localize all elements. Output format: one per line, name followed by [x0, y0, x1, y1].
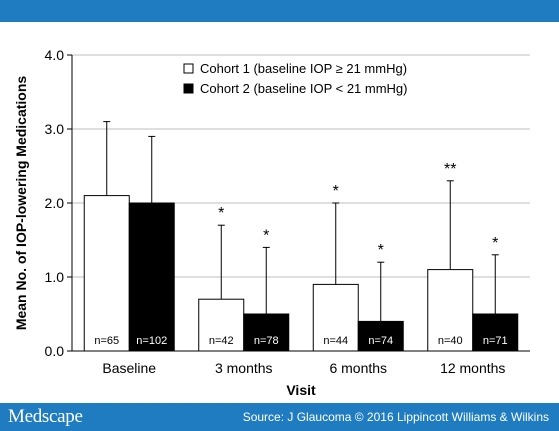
- bar-n-label: n=65: [94, 335, 119, 347]
- x-axis-title: Visit: [286, 382, 316, 398]
- footer-bar: Medscape Source: J Glaucoma © 2016 Lippi…: [0, 403, 559, 431]
- significance-marker: *: [218, 205, 224, 222]
- y-tick-label: 1.0: [45, 269, 65, 285]
- source-citation: Source: J Glaucoma © 2016 Lippincott Wil…: [242, 410, 549, 424]
- bar-n-label: n=74: [368, 335, 393, 347]
- top-banner: [0, 0, 559, 22]
- bar: [83, 195, 130, 352]
- x-tick-label: Baseline: [102, 360, 156, 376]
- x-tick-label: 6 months: [329, 360, 387, 376]
- bar: [427, 269, 474, 352]
- significance-marker: *: [333, 183, 339, 200]
- bar: [128, 202, 175, 352]
- significance-marker: *: [378, 242, 384, 259]
- legend-swatch: [183, 83, 194, 94]
- bar: [243, 313, 290, 352]
- bar-n-label: n=44: [323, 335, 348, 347]
- x-tick-label: 3 months: [215, 360, 273, 376]
- x-tick-label: 12 months: [440, 360, 505, 376]
- y-tick-label: 0.0: [45, 343, 65, 359]
- bar-n-label: n=40: [438, 335, 463, 347]
- legend-label: Cohort 2 (baseline IOP < 21 mmHg): [200, 81, 408, 96]
- bar: [198, 298, 245, 352]
- bar-n-label: n=71: [483, 335, 508, 347]
- y-tick-label: 3.0: [45, 121, 65, 137]
- bar: [472, 313, 519, 352]
- bar-chart: 0.0 1.0 2.0 3.0 4.0 n=65 n=102 Baseline n=42 * n=7…: [13, 47, 530, 398]
- significance-marker: *: [492, 235, 498, 252]
- y-tick-label: 2.0: [45, 195, 65, 211]
- y-tick-label: 4.0: [45, 47, 65, 63]
- bar-n-label: n=78: [254, 335, 279, 347]
- legend-swatch: [183, 63, 194, 74]
- significance-marker: *: [263, 227, 269, 244]
- bar: [312, 283, 359, 352]
- bar-n-label: n=42: [209, 335, 234, 347]
- significance-marker: **: [444, 161, 456, 178]
- chart-area: 0.0 1.0 2.0 3.0 4.0 n=65 n=102 Baseline n=42 * n=7…: [0, 22, 559, 403]
- bar: [357, 320, 404, 352]
- bar-n-label: n=102: [136, 335, 167, 347]
- legend-label: Cohort 1 (baseline IOP ≥ 21 mmHg): [200, 61, 407, 76]
- medscape-logo: Medscape: [8, 406, 83, 427]
- y-axis-title: Mean No. of IOP-lowering Medications: [13, 76, 29, 331]
